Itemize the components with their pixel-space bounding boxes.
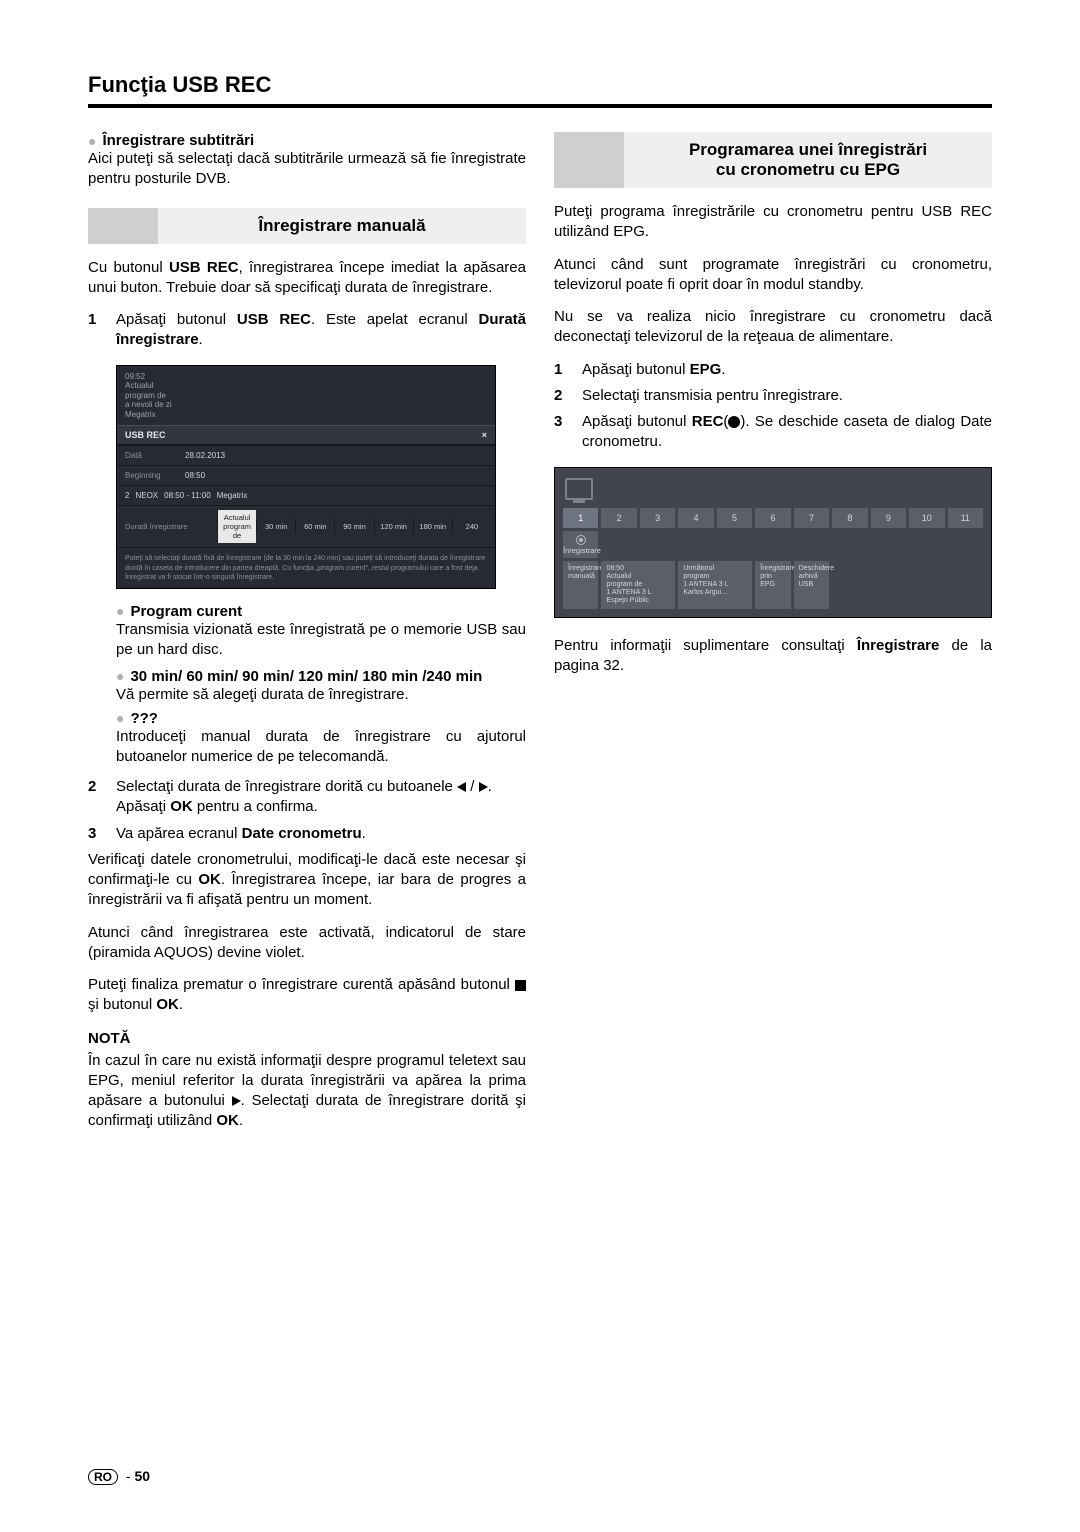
right-column: Programarea unei înregistrări cu cronome… (554, 132, 992, 1144)
rec-icon (728, 416, 740, 428)
info-cell: Înregistrare prin EPG (755, 561, 790, 609)
close-icon: × (482, 430, 487, 440)
step-2: 2 Selectaţi durata de înregistrare dorit… (88, 777, 526, 818)
shot1-footer: Puteţi să selectaţi durată fixă de înreg… (117, 547, 495, 587)
epg-p2: Atunci când sunt programate înregistrări… (554, 255, 992, 296)
manual-banner-label: Înregistrare manuală (158, 208, 526, 244)
subtitle-rec-heading: Înregistrare subtitrări (88, 132, 526, 149)
record-icon (576, 535, 586, 545)
epg-banner-label: Programarea unei înregistrări cu cronome… (624, 132, 992, 188)
shot2-info-row: Înregistrare manuală 08:50 Actualul prog… (563, 561, 983, 609)
content-columns: Înregistrare subtitrări Aici puteţi să s… (88, 132, 992, 1144)
shot1-header: 09:52 Actualul program de a nevoii de zi… (117, 366, 495, 426)
page-footer: RO - 50 (88, 1468, 150, 1484)
program-curent-heading: Program curent (116, 603, 526, 620)
info-cell: Deschidere arhivă USB (794, 561, 829, 609)
left-column: Înregistrare subtitrări Aici puteţi să s… (88, 132, 526, 1144)
stop-icon (515, 980, 526, 991)
manual-banner: Înregistrare manuală (88, 208, 526, 244)
title-rule (88, 104, 992, 108)
manual-steps: 1 Apăsaţi butonul USB REC. Este apelat e… (88, 310, 526, 351)
epg-screenshot: 1 2 3 4 5 6 7 8 9 10 11 Înregistrare (554, 467, 992, 618)
epg-steps: 1Apăsaţi butonul EPG. 2Selectaţi transmi… (554, 360, 992, 453)
shot1-begin-row: Beginning 08:50 (117, 465, 495, 485)
active-text: Atunci când înregistrarea este activată,… (88, 923, 526, 964)
qqq-text: Introduceţi manual durata de înregistrar… (116, 727, 526, 768)
epg-p3: Nu se va realiza nicio înregistrare cu c… (554, 307, 992, 348)
epg-after-text: Pentru informaţii suplimentare consultaţ… (554, 636, 992, 677)
program-curent-block: Program curent Transmisia vizionată este… (116, 603, 526, 767)
rec-cell: Înregistrare (563, 531, 598, 558)
right-arrow-icon (232, 1096, 241, 1106)
tv-icon (565, 478, 593, 500)
verify-text: Verificaţi datele cronometrului, modific… (88, 850, 526, 911)
epg-step-1: 1Apăsaţi butonul EPG. (554, 360, 992, 380)
note-label: NOTĂ (88, 1030, 526, 1047)
manual-intro: Cu butonul USB REC, înregistrarea începe… (88, 258, 526, 299)
epg-p1: Puteţi programa înregistrările cu cronom… (554, 202, 992, 243)
page-title: Funcţia USB REC (88, 72, 992, 98)
shot1-channel-row: 2 NEOX 08:50 - 11:00 Megatrix (117, 485, 495, 505)
info-cell: Înregistrare manuală (563, 561, 598, 609)
durations-text: Vă permite să alegeţi durata de înregist… (116, 685, 526, 705)
usb-rec-dialog-screenshot: 09:52 Actualul program de a nevoii de zi… (116, 365, 496, 589)
page-number: 50 (134, 1468, 150, 1484)
shot1-date-row: Dată 28.02.2013 (117, 445, 495, 465)
epg-step-2: 2Selectaţi transmisia pentru înregistrar… (554, 386, 992, 406)
left-arrow-icon (457, 782, 466, 792)
note-text: În cazul în care nu există informaţii de… (88, 1051, 526, 1132)
region-badge: RO (88, 1469, 118, 1485)
shot2-rec-row: Înregistrare (563, 531, 983, 558)
program-curent-text: Transmisia vizionată este înregistrată p… (116, 620, 526, 661)
qqq-heading: ??? (116, 710, 526, 727)
shot1-duration-row: Durată înregistrare Actualul program de … (117, 505, 495, 547)
finalize-text: Puteţi finaliza prematur o înregistrare … (88, 975, 526, 1016)
durations-heading: 30 min/ 60 min/ 90 min/ 120 min/ 180 min… (116, 668, 482, 685)
epg-step-3: 3Apăsaţi butonul REC(). Se deschide case… (554, 412, 992, 453)
right-arrow-icon (479, 782, 488, 792)
subtitle-rec-text: Aici puteţi să selectaţi dacă subtitrări… (88, 149, 526, 190)
epg-banner: Programarea unei înregistrări cu cronome… (554, 132, 992, 188)
shot2-number-row: 1 2 3 4 5 6 7 8 9 10 11 (563, 508, 983, 528)
manual-steps-2: 2 Selectaţi durata de înregistrare dorit… (88, 777, 526, 844)
info-cell: 08:50 Actualul program de 1 ANTENA 3 L E… (601, 561, 675, 609)
shot1-titlebar: USB REC × (117, 425, 495, 445)
step-3: 3 Va apărea ecranul Date cronometru. (88, 824, 526, 844)
step-1: 1 Apăsaţi butonul USB REC. Este apelat e… (88, 310, 526, 351)
info-cell: Următorul program 1 ANTENA 3 L Karlos Ar… (678, 561, 752, 609)
